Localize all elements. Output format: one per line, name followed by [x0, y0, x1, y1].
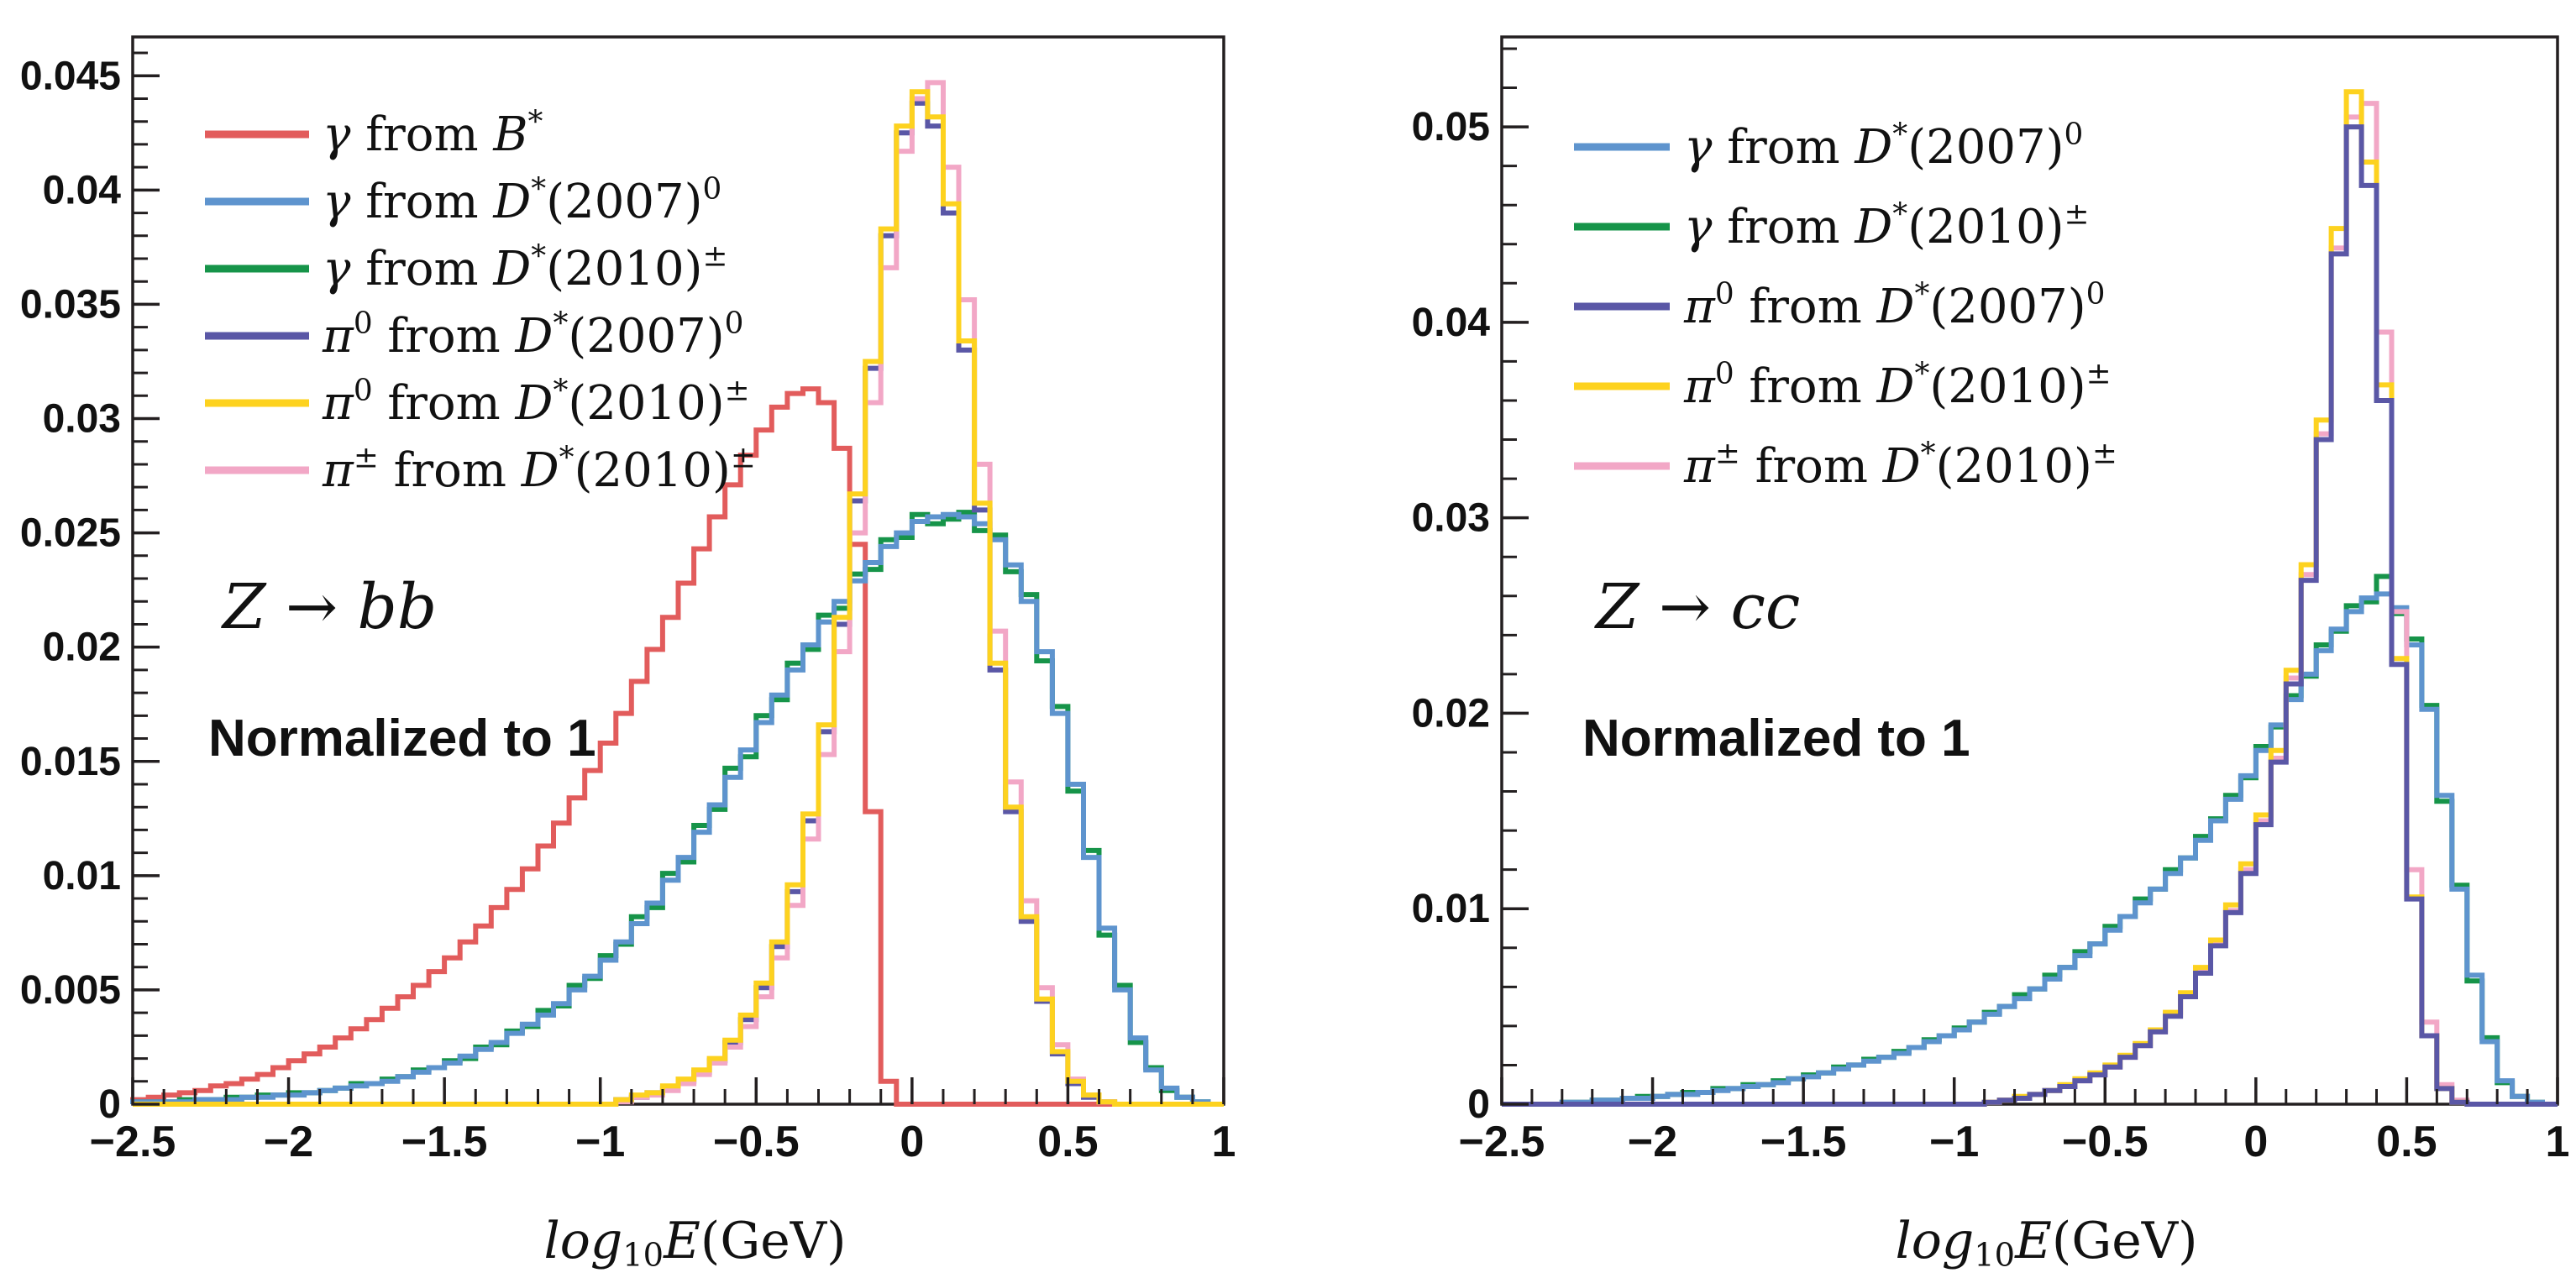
- plot-z-to-bb: −2.5 −2 −1.5 −1 −0.5 0 0.5 1 0 0.005 0.01 0.015 0.02…: [20, 35, 1236, 1275]
- plot-z-to-cc: −2.5 −2 −1.5 −1 −0.5 0 0.5 1 0 0.01 0.02 0.03 0.04 0.…: [1412, 35, 2570, 1275]
- x-tick-label: 0: [900, 1118, 924, 1166]
- y-tick-label: 0.015: [20, 740, 121, 784]
- x-tick-label: 0.5: [2376, 1118, 2437, 1166]
- series-group: [1502, 89, 2558, 1107]
- legend: γ from D*(2007)0 γ from D*(2010)± π0 from …: [1574, 118, 2117, 494]
- series-gamma-from-dstar2007-0: [1502, 591, 2558, 1107]
- normalization-note: Normalized to 1: [1582, 710, 1970, 767]
- y-tick-label: 0.025: [20, 511, 121, 556]
- x-axis-title: log10E(GeV): [544, 1212, 847, 1275]
- legend-label-pi0-from-dstar2007-0: π0 from D*(2007)0: [1683, 277, 2105, 334]
- y-tick-label: 0.035: [20, 282, 121, 327]
- y-tick-label: 0: [1467, 1082, 1490, 1127]
- y-tick-label: 0.02: [43, 626, 121, 670]
- x-tick-label: −2.5: [90, 1118, 176, 1166]
- legend: γ from B* γ from D*(2007)0 γ from D*(2010)…: [205, 105, 756, 498]
- legend-item-gamma-from-dstar2007-0: γ from D*(2007)0: [205, 172, 721, 229]
- decay-channel-label: Z → bb: [221, 571, 437, 643]
- legend-item-pipm-from-dstar2010-pm: π± from D*(2010)±: [205, 441, 756, 498]
- y-tick-label: 0.005: [20, 968, 121, 1013]
- legend-item-gamma-from-dstar2007-0: γ from D*(2007)0: [1574, 118, 2083, 175]
- normalization-note: Normalized to 1: [208, 710, 596, 767]
- plot-frame: [1500, 35, 2559, 1106]
- x-tick-label: 1: [1212, 1118, 1236, 1166]
- x-tick-label: −1: [575, 1118, 625, 1166]
- legend-item-gamma-from-dstar2010-pm: γ from D*(2010)±: [1574, 197, 2089, 254]
- series-pi0-from-dstar2007-0: [1502, 124, 2558, 1107]
- series-pi0-from-dstar2010-pm: [133, 89, 1224, 1107]
- legend-item-pi0-from-dstar2010-pm: π0 from D*(2010)±: [1574, 357, 2112, 414]
- y-tick-label: 0.05: [1412, 105, 1490, 149]
- y-tick-label: 0: [98, 1082, 121, 1127]
- y-tick-label: 0.01: [43, 854, 121, 898]
- legend-item-gamma-from-dstar2010-pm: γ from D*(2010)±: [205, 239, 727, 296]
- legend-item-pi0-from-dstar2007-0: π0 from D*(2007)0: [205, 306, 743, 364]
- axis-ticks: −2.5 −2 −1.5 −1 −0.5 0 0.5 1 0 0.01 0.02 0.03 0.04 0.…: [1412, 47, 2570, 1166]
- legend-label-pi0-from-dstar2010-pm: π0 from D*(2010)±: [1683, 357, 2112, 414]
- x-tick-label: −2: [1628, 1118, 1677, 1166]
- legend-label-gamma-from-dstar2010-pm: γ from D*(2010)±: [323, 239, 727, 296]
- legend-label-pipm-from-dstar2010-pm: π± from D*(2010)±: [322, 441, 756, 498]
- x-tick-label: −0.5: [2062, 1118, 2148, 1166]
- y-tick-label: 0.045: [20, 54, 121, 98]
- x-tick-label: 0.5: [1037, 1118, 1098, 1166]
- x-tick-label: −1.5: [401, 1118, 488, 1166]
- x-axis-title: log10E(GeV): [1896, 1212, 2198, 1275]
- legend-item-gamma-from-bstar: γ from B*: [205, 105, 543, 162]
- y-tick-label: 0.01: [1412, 887, 1490, 931]
- x-tick-label: −0.5: [713, 1118, 800, 1166]
- x-tick-label: 0: [2243, 1118, 2268, 1166]
- x-tick-label: −1: [1929, 1118, 1979, 1166]
- plot-frame: [131, 35, 1225, 1106]
- legend-item-pipm-from-dstar2010-pm: π± from D*(2010)±: [1574, 437, 2117, 494]
- x-tick-label: 1: [2546, 1118, 2570, 1166]
- series-gamma-from-dstar2010-pm: [1502, 574, 2558, 1107]
- axis-ticks: −2.5 −2 −1.5 −1 −0.5 0 0.5 1 0 0.005 0.01 0.015 0.02…: [20, 51, 1236, 1166]
- y-tick-label: 0.03: [43, 397, 121, 442]
- y-tick-label: 0.04: [43, 168, 122, 212]
- legend-item-pi0-from-dstar2007-0: π0 from D*(2007)0: [1574, 277, 2105, 334]
- decay-channel-label: Z → cc: [1594, 571, 1800, 643]
- legend-label-pipm-from-dstar2010-pm: π± from D*(2010)±: [1683, 437, 2117, 494]
- x-tick-label: −2: [264, 1118, 313, 1166]
- legend-label-gamma-from-dstar2007-0: γ from D*(2007)0: [323, 172, 721, 229]
- x-tick-label: −1.5: [1760, 1118, 1847, 1166]
- x-tick-label: −2.5: [1459, 1118, 1545, 1166]
- legend-label-pi0-from-dstar2007-0: π0 from D*(2007)0: [322, 306, 743, 364]
- y-tick-label: 0.03: [1412, 496, 1490, 541]
- series-gamma-from-dstar2007-0: [130, 511, 1224, 1107]
- legend-label-gamma-from-dstar2010-pm: γ from D*(2010)±: [1684, 197, 2089, 254]
- legend-label-gamma-from-bstar: γ from B*: [323, 105, 543, 162]
- y-tick-label: 0.02: [1412, 691, 1490, 736]
- y-tick-label: 0.04: [1412, 301, 1491, 345]
- legend-item-pi0-from-dstar2010-pm: π0 from D*(2010)±: [205, 374, 750, 431]
- legend-label-gamma-from-dstar2007-0: γ from D*(2007)0: [1684, 118, 2083, 175]
- legend-label-pi0-from-dstar2010-pm: π0 from D*(2010)±: [322, 374, 750, 431]
